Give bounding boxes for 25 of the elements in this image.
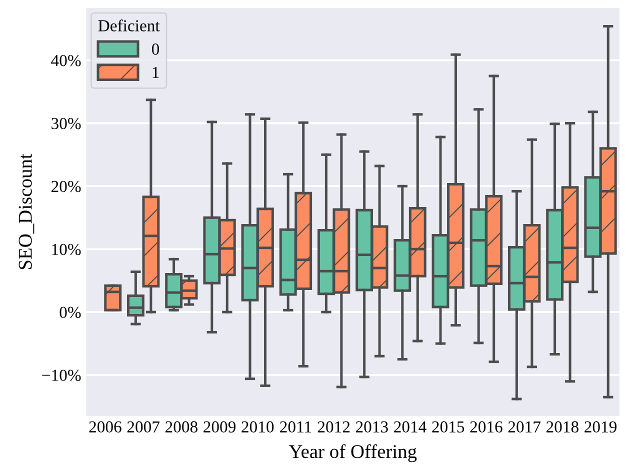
x-tick-label: 2010	[242, 421, 274, 433]
x-tick-label: 2008	[165, 421, 198, 433]
y-tick-label: 30%	[52, 118, 81, 130]
x-tick-label: 2007	[127, 421, 160, 433]
y-tick-label: 20%	[51, 180, 81, 192]
x-tick-label: 2018	[546, 421, 578, 433]
y-tick-label: 0%	[60, 306, 81, 318]
x-tick-label: 2016	[470, 421, 502, 433]
x-tick-label: 2014	[394, 421, 426, 433]
x-tick-label: 2009	[204, 421, 236, 433]
y-tick-label: 40%	[51, 54, 81, 66]
x-axis-title: Year of Offering	[288, 444, 417, 462]
legend-label: 1	[152, 66, 159, 78]
x-tick-label: 2013	[356, 421, 388, 433]
x-tick-label: 2019	[584, 421, 616, 433]
y-tick-label: 10%	[52, 244, 81, 256]
legend-label: 0	[152, 44, 160, 55]
x-tick-label: 2012	[318, 421, 350, 433]
y-tick-label: −10%	[42, 370, 81, 382]
x-tick-label: 2006	[89, 421, 122, 433]
x-tick-label: 2017	[508, 421, 541, 433]
x-tick-label: 2015	[432, 421, 464, 433]
y-axis-title: SEO_Discount	[18, 154, 34, 270]
legend-title: Deficient	[98, 19, 160, 32]
x-tick-label: 2011	[280, 421, 312, 433]
